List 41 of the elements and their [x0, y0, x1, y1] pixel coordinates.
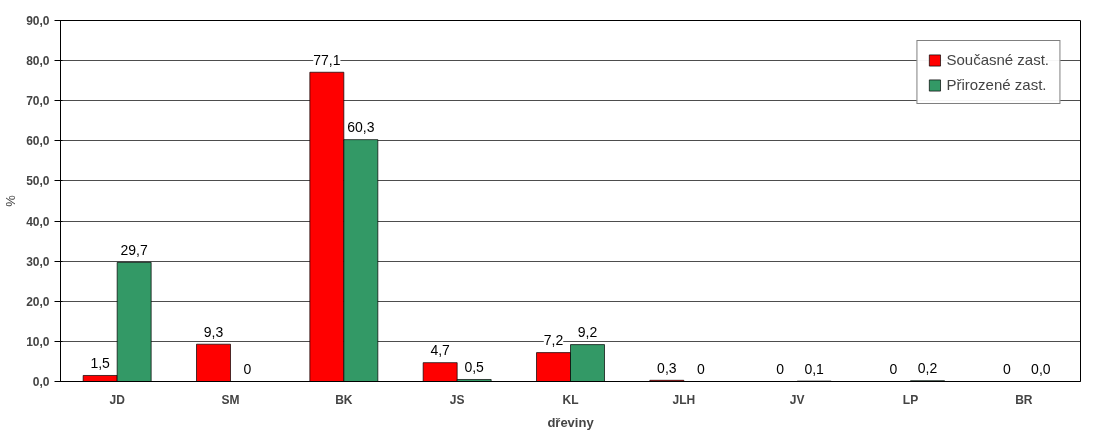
- y-tick-label: 50,0: [26, 174, 50, 189]
- data-label: 0,0: [1031, 361, 1051, 378]
- x-tick-label: JD: [109, 392, 126, 407]
- y-tick-label: 40,0: [26, 214, 50, 229]
- x-tick-label: LP: [902, 392, 919, 407]
- x-tick-label: JLH: [672, 392, 696, 407]
- x-tick-label: BK: [335, 392, 353, 407]
- y-tick-label: 80,0: [26, 54, 50, 69]
- data-label: 0: [696, 361, 705, 378]
- data-label: 7,2: [543, 332, 564, 349]
- data-label: 0,2: [917, 360, 938, 377]
- x-tick-label: KL: [562, 392, 579, 407]
- y-tick-label: 60,0: [26, 134, 50, 149]
- data-label: 0: [243, 361, 252, 378]
- data-label: 4,7: [430, 342, 451, 359]
- data-label: 1,5: [90, 355, 111, 372]
- legend-label: Současné zast.: [946, 51, 1049, 68]
- y-tick-label: 30,0: [26, 254, 50, 269]
- data-label: 0: [1002, 361, 1011, 378]
- y-tick-label: 20,0: [26, 294, 50, 309]
- x-tick-label: JV: [789, 392, 805, 407]
- y-tick-label: 90,0: [26, 14, 50, 28]
- data-label: 0,3: [657, 360, 677, 377]
- data-label: 9,2: [577, 324, 598, 341]
- legend-label: Přirozené zast.: [946, 76, 1047, 93]
- x-axis-title: dřeviny: [547, 414, 595, 430]
- x-tick-label: BR: [1015, 392, 1033, 407]
- y-tick-label: 10,0: [26, 334, 50, 349]
- data-label: 0,1: [804, 360, 825, 377]
- data-label: 9,3: [203, 323, 224, 340]
- y-tick-label: 0,0: [32, 375, 50, 389]
- y-tick-label: 70,0: [26, 94, 50, 109]
- x-tick-label: JS: [449, 392, 465, 407]
- data-label: 77,1: [313, 52, 341, 69]
- data-label: 0: [889, 361, 898, 378]
- data-label: 0,5: [464, 359, 485, 376]
- data-label: 29,7: [120, 242, 148, 259]
- data-label: 60,3: [347, 119, 375, 136]
- x-tick-label: SM: [221, 392, 240, 407]
- data-label: 0: [776, 361, 785, 378]
- y-axis-title: %: [3, 194, 19, 207]
